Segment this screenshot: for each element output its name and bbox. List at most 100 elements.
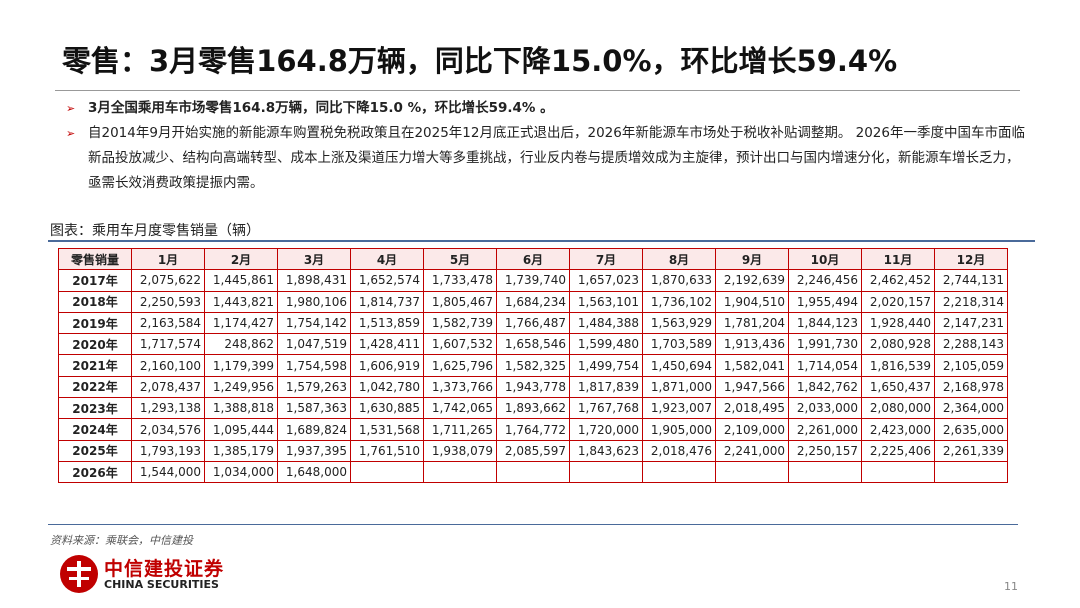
table-cell: 1,648,000 <box>277 460 351 484</box>
table-cell: 1,754,598 <box>277 354 351 377</box>
table-cell: 1,955,494 <box>788 290 862 313</box>
table-cell: 1,733,478 <box>423 269 497 292</box>
table-cell: 2,744,131 <box>934 269 1008 292</box>
table-cell: 2,075,622 <box>131 269 205 292</box>
table-cell: 1,373,766 <box>423 375 497 399</box>
table-cell: 2018年 <box>58 290 132 313</box>
table-cell: 2,635,000 <box>934 418 1008 441</box>
table-cell: 1,913,436 <box>715 333 789 356</box>
table-cell: 2,018,476 <box>642 439 716 462</box>
table-cell: 1,095,444 <box>204 418 278 441</box>
table-cell: 2,034,576 <box>131 418 205 441</box>
table-cell: 2月 <box>204 247 278 271</box>
table-row: 2020年 1,717,574 248,862 1,047,519 1,428,411 1… <box>58 333 1008 356</box>
table-cell: 1,893,662 <box>496 397 570 420</box>
table-cell: 2,246,456 <box>788 269 862 292</box>
table-cell: 1,450,694 <box>642 354 716 377</box>
table-cell: 1,937,395 <box>277 439 351 462</box>
table-cell: 1,630,885 <box>350 397 424 420</box>
table-caption: 图表：乘用车月度零售销量（辆） <box>50 223 260 239</box>
table-cell: 1,293,138 <box>131 397 205 420</box>
table-cell: 2,364,000 <box>934 397 1008 420</box>
table-cell: 1,563,929 <box>642 311 716 335</box>
source: 资料来源：乘联会，中信建投 <box>50 534 193 547</box>
table-cell: 2,020,157 <box>861 290 935 313</box>
table-row: 2017年 2,075,622 1,445,861 1,898,431 1,652,57… <box>58 269 1008 292</box>
empty-cell <box>496 460 570 484</box>
table-cell: 2,109,000 <box>715 418 789 441</box>
table-cell: 2,261,000 <box>788 418 862 441</box>
bullet: 自2014年9月开始实施的新能源车购置税免税政策且在2025年12月底正式退出后… <box>62 121 1032 196</box>
table-cell: 2019年 <box>58 311 132 335</box>
table-cell: 1,761,510 <box>350 439 424 462</box>
logo-cn: 中信建投证券 <box>104 558 225 580</box>
empty-cell <box>423 460 497 484</box>
title: 零售：3月零售164.8万辆，同比下降15.0%，环比增长59.4% <box>62 44 898 78</box>
table-cell: 1,047,519 <box>277 333 351 356</box>
table-cell: 1,499,754 <box>569 354 643 377</box>
table-row: 2026年 1,544,000 1,034,000 1,648,000 <box>58 460 1008 484</box>
table-cell: 248,862 <box>204 333 278 356</box>
table-cell: 1,657,023 <box>569 269 643 292</box>
table-cell: 10月 <box>788 247 862 271</box>
table-cell: 2,168,978 <box>934 375 1008 399</box>
table-cell: 1,599,480 <box>569 333 643 356</box>
table-cell: 2,192,639 <box>715 269 789 292</box>
table-cell: 零售销量 <box>58 247 132 271</box>
table-cell: 1,870,633 <box>642 269 716 292</box>
logo-en: CHINA SECURITIES <box>104 578 219 591</box>
sales-table: 零售销量 1月 2月 3月 4月 5月 6月 7月 8月 9月 10月 11月 12月 2017年 2,07… <box>58 247 1008 484</box>
table-row: 2019年 2,163,584 1,174,427 1,754,142 1,513,85… <box>58 311 1008 335</box>
table-cell: 1,754,142 <box>277 311 351 335</box>
table-cell: 1,042,780 <box>350 375 424 399</box>
table-cell: 2,080,000 <box>861 397 935 420</box>
table-cell: 1,816,539 <box>861 354 935 377</box>
table-cell: 2,423,000 <box>861 418 935 441</box>
table-cell: 1,711,265 <box>423 418 497 441</box>
table-cell: 1,606,919 <box>350 354 424 377</box>
empty-cell <box>569 460 643 484</box>
table-cell: 1,843,623 <box>569 439 643 462</box>
table-cell: 1,991,730 <box>788 333 862 356</box>
table-cell: 5月 <box>423 247 497 271</box>
table-row: 2018年 2,250,593 1,443,821 1,980,106 1,814,73… <box>58 290 1008 313</box>
table-cell: 1,793,193 <box>131 439 205 462</box>
empty-cell <box>861 460 935 484</box>
table-cell: 9月 <box>715 247 789 271</box>
table-cell: 1,764,772 <box>496 418 570 441</box>
table-cell: 2,241,000 <box>715 439 789 462</box>
table-cell: 1,587,363 <box>277 397 351 420</box>
table-cell: 1,174,427 <box>204 311 278 335</box>
empty-cell <box>788 460 862 484</box>
table-cell: 1,871,000 <box>642 375 716 399</box>
logo-icon <box>60 555 98 593</box>
table-cell: 1,943,778 <box>496 375 570 399</box>
table-cell: 1,513,859 <box>350 311 424 335</box>
table-cell: 2,078,437 <box>131 375 205 399</box>
table-cell: 1,980,106 <box>277 290 351 313</box>
table-cell: 1,625,796 <box>423 354 497 377</box>
table-cell: 1,428,411 <box>350 333 424 356</box>
table-cell: 1,607,532 <box>423 333 497 356</box>
table-cell: 2,288,143 <box>934 333 1008 356</box>
table-cell: 1,703,589 <box>642 333 716 356</box>
table-cell: 2026年 <box>58 460 132 484</box>
table-cell: 2,462,452 <box>861 269 935 292</box>
table-cell: 2,018,495 <box>715 397 789 420</box>
caption-rule <box>48 240 1035 242</box>
table-cell: 2025年 <box>58 439 132 462</box>
table-cell: 4月 <box>350 247 424 271</box>
table-cell: 2,160,100 <box>131 354 205 377</box>
table-cell: 12月 <box>934 247 1008 271</box>
table-cell: 1,650,437 <box>861 375 935 399</box>
table-cell: 2,163,584 <box>131 311 205 335</box>
empty-cell <box>350 460 424 484</box>
table-cell: 2,218,314 <box>934 290 1008 313</box>
table-row: 2024年 2,034,576 1,095,444 1,689,824 1,531,56… <box>58 418 1008 441</box>
table-cell: 1,720,000 <box>569 418 643 441</box>
table-cell: 1,579,263 <box>277 375 351 399</box>
table-cell: 1,742,065 <box>423 397 497 420</box>
table-cell: 2,080,928 <box>861 333 935 356</box>
table-cell: 1,531,568 <box>350 418 424 441</box>
